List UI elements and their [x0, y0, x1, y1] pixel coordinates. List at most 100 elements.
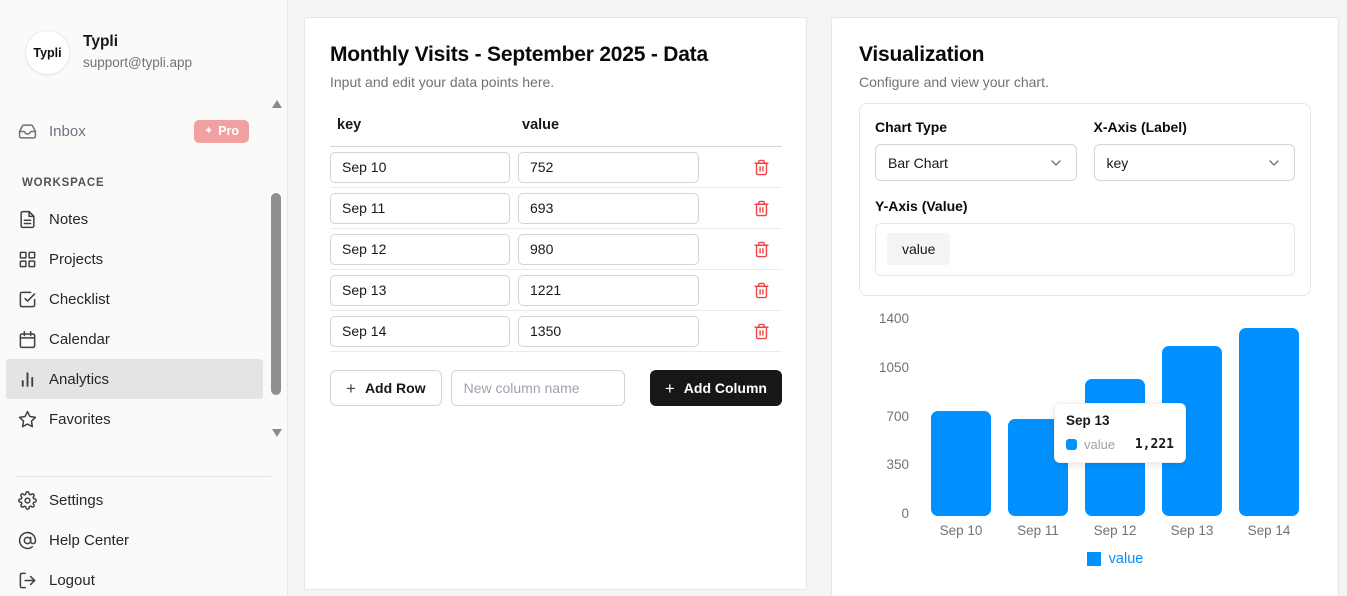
sidebar-item-label: Checklist [49, 290, 110, 308]
data-card-title: Monthly Visits - September 2025 - Data [330, 43, 708, 66]
chart-controls: Chart Type Bar Chart X-Axis (Label) key … [859, 103, 1311, 296]
y-tick-label: 350 [886, 457, 909, 473]
table-rows [330, 147, 782, 352]
table-row [330, 188, 782, 229]
sidebar-item-notes[interactable]: Notes [6, 199, 263, 239]
sidebar-item-projects[interactable]: Projects [6, 239, 263, 279]
trash-icon [753, 323, 769, 339]
grid-icon [19, 251, 36, 267]
chevron-down-icon [1050, 159, 1061, 166]
viz-card-title: Visualization [859, 43, 985, 66]
main-content: Monthly Visits - September 2025 - Data I… [288, 0, 1347, 596]
new-column-name-input[interactable] [450, 370, 625, 406]
check-square-icon [19, 291, 36, 307]
y-tick-label: 1400 [878, 311, 909, 326]
tooltip-series-swatch [1066, 439, 1077, 450]
row-value-input[interactable] [518, 233, 699, 265]
delete-row-button[interactable] [749, 278, 773, 302]
avatar[interactable]: Typli [25, 30, 70, 75]
row-value-input[interactable] [518, 315, 699, 347]
x-tick-label: Sep 11 [1017, 523, 1059, 538]
sidebar-item-label: Calendar [49, 330, 110, 348]
row-key-input[interactable] [330, 192, 510, 224]
sidebar-item-analytics[interactable]: Analytics [6, 359, 263, 399]
sidebar-item-favorites[interactable]: Favorites [6, 399, 263, 439]
scrollbar-thumb[interactable] [271, 193, 281, 395]
plus-icon: + [346, 378, 356, 398]
table-row [330, 229, 782, 270]
add-column-button[interactable]: + Add Column [649, 370, 782, 406]
workspace-nav: Notes Projects Checklist Calendar Analyt… [0, 199, 287, 439]
scrollbar-up-arrow[interactable] [272, 100, 282, 108]
gear-icon [18, 490, 37, 510]
y-tick-label: 1050 [878, 359, 909, 375]
bar[interactable] [931, 411, 991, 516]
viz-card-subtitle: Configure and view your chart. [859, 74, 1049, 90]
sparkles-icon: ✦ [203, 125, 214, 137]
row-key-input[interactable] [330, 151, 510, 183]
pro-badge[interactable]: ✦ Pro [193, 119, 249, 143]
table-row [330, 311, 782, 352]
sidebar-item-settings[interactable]: Settings [6, 480, 263, 520]
y-axis-box: value [875, 223, 1295, 276]
chart-type-value: Bar Chart [888, 154, 948, 171]
x-tick-label: Sep 13 [1170, 523, 1214, 538]
chart-legend[interactable]: value [931, 551, 1299, 567]
row-key-input[interactable] [330, 315, 510, 347]
delete-row-button[interactable] [749, 237, 773, 261]
x-tick-label: Sep 12 [1093, 523, 1137, 538]
x-axis-select[interactable]: key [1093, 144, 1295, 181]
row-value-input[interactable] [518, 274, 699, 306]
sidebar-item-calendar[interactable]: Calendar [6, 319, 263, 359]
tooltip-series-name: value [1084, 437, 1116, 452]
scrollbar-down-arrow[interactable] [272, 429, 282, 437]
delete-row-button[interactable] [749, 319, 773, 343]
sidebar-item-label: Projects [49, 250, 104, 268]
table-row [330, 270, 782, 311]
column-header-key: key [337, 117, 362, 133]
user-email: support@typli.app [83, 55, 193, 70]
y-axis-value-chip[interactable]: value [887, 233, 951, 265]
sidebar-item-label: Inbox [49, 122, 86, 140]
sidebar: Typli Typli support@typli.app Inbox ✦ Pr… [0, 0, 288, 596]
data-card-subtitle: Input and edit your data points here. [330, 74, 555, 90]
sidebar-item-logout[interactable]: Logout [6, 560, 263, 596]
chart-type-select[interactable]: Bar Chart [875, 144, 1077, 181]
table-actions: + Add Row + Add Column [330, 370, 782, 406]
footer-nav: Settings Help Center Logout [0, 480, 287, 596]
sidebar-item-checklist[interactable]: Checklist [6, 279, 263, 319]
chart-tooltip: Sep 13 value 1,221 [1055, 404, 1185, 462]
delete-row-button[interactable] [749, 196, 773, 220]
tooltip-title: Sep 13 [1066, 413, 1110, 428]
trash-icon [753, 282, 769, 298]
add-row-button[interactable]: + Add Row [330, 370, 442, 406]
workspace-section-label: WORKSPACE [22, 177, 105, 189]
column-header-value: value [522, 117, 560, 133]
visualization-card: Visualization Configure and view your ch… [831, 17, 1339, 596]
star-icon [18, 410, 37, 427]
sidebar-item-label: Settings [49, 491, 104, 509]
sidebar-item-inbox[interactable]: Inbox ✦ Pro [6, 111, 263, 151]
trash-icon [753, 200, 769, 216]
x-axis-labels: Sep 10 Sep 11 Sep 12 Sep 13 Sep 14 [931, 523, 1299, 538]
calendar-icon [19, 330, 36, 348]
delete-row-button[interactable] [749, 155, 773, 179]
row-key-input[interactable] [330, 233, 510, 265]
x-tick-label: Sep 10 [939, 523, 983, 538]
sidebar-scrollbar [271, 100, 282, 437]
bar[interactable] [1239, 328, 1299, 516]
inbox-icon [18, 123, 37, 139]
table-row [330, 147, 782, 188]
x-axis-value: key [1106, 154, 1129, 171]
sidebar-item-label: Logout [49, 571, 95, 589]
sidebar-item-help-center[interactable]: Help Center [6, 520, 263, 560]
sidebar-item-label: Help Center [49, 531, 130, 549]
x-tick-label: Sep 14 [1247, 523, 1291, 538]
y-axis-label: Y-Axis (Value) [875, 198, 968, 214]
row-key-input[interactable] [330, 274, 510, 306]
sidebar-divider [16, 476, 271, 477]
row-value-input[interactable] [518, 151, 699, 183]
user-name: Typli [83, 33, 119, 50]
table-header: key value [330, 117, 782, 147]
row-value-input[interactable] [518, 192, 699, 224]
